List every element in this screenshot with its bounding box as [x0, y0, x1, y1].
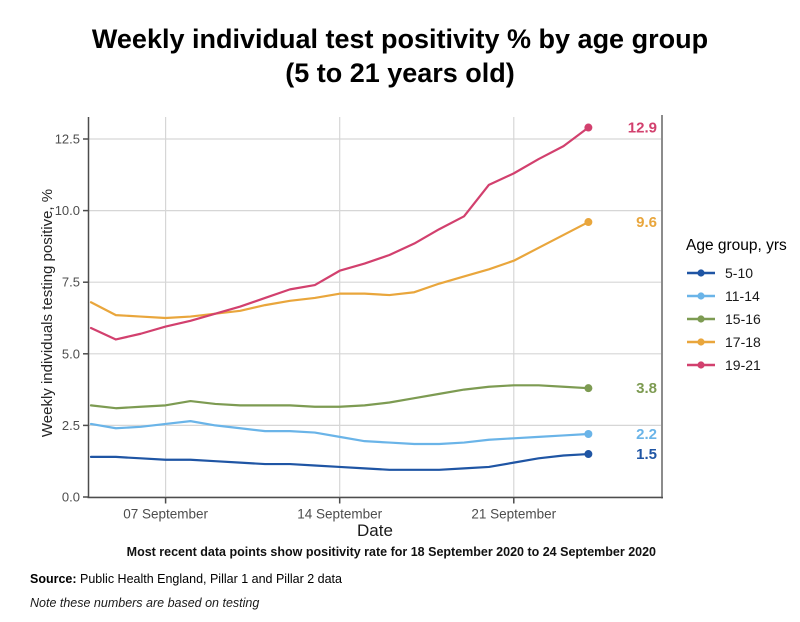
series-end-dot-19-21 — [584, 123, 593, 132]
legend-item-19-21: 19-21 — [686, 353, 787, 376]
chart-title-line2: (5 to 21 years old) — [285, 58, 515, 88]
legend-key-dot — [697, 337, 705, 346]
source-line: Source: Public Health England, Pillar 1 … — [30, 572, 342, 586]
legend-key-dot — [697, 360, 705, 369]
y-tick-label: 10.0 — [55, 203, 80, 218]
legend-key-dot — [697, 291, 705, 300]
legend-label: 19-21 — [725, 356, 761, 373]
legend-key-icon — [687, 360, 715, 369]
series-end-label-15-16: 3.8 — [636, 380, 657, 397]
y-tick-label: 5.0 — [62, 346, 80, 361]
series-end-label-17-18: 9.6 — [636, 214, 657, 231]
legend-item-5-10: 5-10 — [686, 261, 787, 284]
series-end-dot-15-16 — [584, 384, 593, 393]
series-end-label-19-21: 12.9 — [628, 120, 657, 137]
series-end-dot-11-14 — [584, 429, 593, 438]
series-end-label-5-10: 1.5 — [636, 446, 657, 463]
legend-items: 5-10 11-14 15-16 17-18 19-21 — [686, 261, 787, 376]
x-tick-label: 14 September — [297, 507, 382, 522]
legend-label: 11-14 — [725, 287, 760, 304]
legend-key-icon — [687, 268, 715, 277]
x-tick-label: 07 September — [123, 507, 208, 522]
legend: Age group, yrs 5-10 11-14 15-16 17-18 19-21 — [686, 237, 787, 376]
chart-title: Weekly individual test positivity % by a… — [10, 22, 790, 90]
series-line-19-21 — [89, 126, 590, 341]
legend-key-icon — [687, 337, 715, 346]
chart-title-line1: Weekly individual test positivity % by a… — [91, 24, 709, 54]
legend-key-dot — [697, 314, 705, 323]
y-tick-label: 7.5 — [62, 275, 80, 290]
x-tick-label: 21 September — [471, 507, 556, 522]
note-line: Note these numbers are based on testing — [30, 596, 260, 610]
y-axis-title: Weekly individuals testing positive, % — [39, 188, 56, 438]
legend-title: Age group, yrs — [686, 237, 787, 254]
source-label: Source: — [30, 572, 77, 586]
series-line-5-10 — [89, 452, 590, 471]
series-line-11-14 — [89, 420, 590, 446]
caption: Most recent data points show positivity … — [126, 545, 656, 559]
legend-label: 5-10 — [725, 264, 754, 281]
legend-item-11-14: 11-14 — [686, 284, 787, 307]
series-end-dot-5-10 — [584, 450, 593, 459]
source-text: Public Health England, Pillar 1 and Pill… — [76, 572, 342, 586]
legend-item-15-16: 15-16 — [686, 307, 787, 330]
series-line-15-16 — [89, 384, 590, 410]
y-tick-label: 0.0 — [62, 490, 80, 505]
y-tick-label: 12.5 — [55, 132, 80, 147]
series-end-dot-17-18 — [584, 218, 593, 227]
series-line-17-18 — [89, 220, 590, 320]
legend-label: 15-16 — [725, 310, 761, 327]
legend-item-17-18: 17-18 — [686, 330, 787, 353]
legend-key-icon — [687, 291, 715, 300]
legend-label: 17-18 — [725, 333, 761, 350]
series-end-label-11-14: 2.2 — [636, 426, 657, 443]
legend-key-dot — [697, 268, 705, 277]
x-axis-title: Date — [357, 521, 393, 540]
y-tick-label: 2.5 — [62, 418, 80, 433]
legend-key-icon — [687, 314, 715, 323]
